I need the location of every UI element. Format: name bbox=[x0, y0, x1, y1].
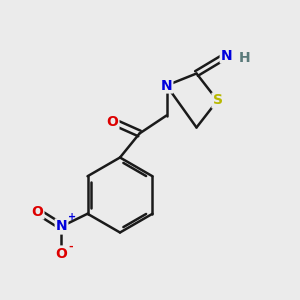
Text: O: O bbox=[56, 247, 68, 260]
Text: O: O bbox=[106, 115, 119, 128]
Text: H: H bbox=[239, 52, 250, 65]
Text: +: + bbox=[68, 212, 76, 222]
Text: N: N bbox=[56, 220, 67, 233]
Text: -: - bbox=[68, 242, 73, 252]
Text: O: O bbox=[32, 205, 44, 218]
Text: N: N bbox=[161, 79, 172, 92]
Text: S: S bbox=[212, 94, 223, 107]
Text: N: N bbox=[221, 49, 232, 62]
